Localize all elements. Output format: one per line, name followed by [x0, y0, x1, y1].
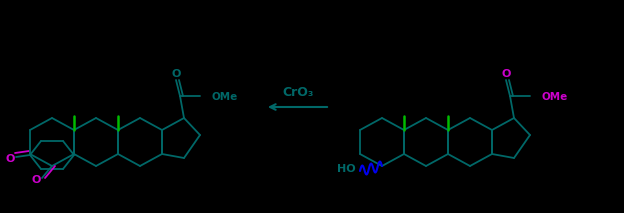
Text: O: O	[31, 175, 41, 185]
Text: O: O	[501, 69, 510, 79]
Text: CrO₃: CrO₃	[282, 86, 314, 99]
Text: O: O	[6, 154, 15, 164]
Text: OMe: OMe	[542, 92, 568, 102]
Text: HO: HO	[337, 164, 355, 174]
Text: OMe: OMe	[212, 92, 238, 102]
Text: O: O	[172, 69, 181, 79]
